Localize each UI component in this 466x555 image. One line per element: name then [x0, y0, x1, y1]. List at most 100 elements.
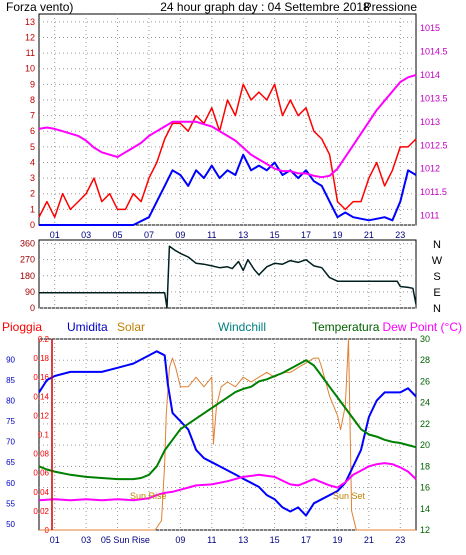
humidity-tick-label: 90: [6, 356, 15, 365]
wind-pressure-grid: [39, 14, 416, 226]
humidity-tick-label: 55: [6, 499, 15, 508]
x-tick-label: 05: [113, 230, 123, 240]
direction-tick-label: 90: [25, 287, 35, 297]
sunrise-annotation: Sun Rise: [130, 491, 167, 501]
temperature-tick-label: 14: [420, 504, 430, 514]
temperature-axis-ticks: 12 14 16 18 20 22 24 26 28 30: [420, 334, 430, 535]
x-tick-label: 19: [332, 230, 342, 240]
wind-force-tick-label: 3: [30, 173, 35, 183]
rain-tick-label: 0.2: [38, 335, 50, 344]
rain-tick-label: 0.16: [33, 373, 49, 382]
compass-label: N: [433, 303, 441, 315]
x-tick-label: 15: [270, 230, 280, 240]
x-tick-label: 15: [270, 535, 280, 545]
x-tick-label: 11: [207, 230, 216, 240]
wind-force-tick-label: 7: [30, 111, 35, 121]
x-tick-label: 19: [332, 535, 342, 545]
wind-force-tick-label: 9: [30, 79, 35, 89]
wind-force-tick-label: 1: [30, 204, 35, 214]
chart-title: 24 hour graph day : 04 Settembre 2018: [160, 0, 370, 14]
wind-force-tick-label: 4: [30, 157, 35, 167]
x-tick-label: 09: [175, 535, 185, 545]
environment-x-axis-ticks: 01 03 05 Sun Rise 09 11 13 15 17 19 21 23: [50, 535, 406, 545]
wind-force-tick-label: 12: [25, 32, 35, 42]
x-tick-label: 17: [301, 535, 311, 545]
wind-force-tick-label: 0: [30, 220, 35, 230]
pressure-label: Pressione: [364, 0, 418, 14]
wind-force-tick-label: 6: [30, 126, 35, 136]
x-tick-label: 07: [144, 230, 154, 240]
wind-force-label: Forza vento): [6, 0, 73, 14]
x-tick-label: 03: [81, 230, 91, 240]
x-tick-label: 21: [364, 230, 374, 240]
wind-pressure-x-axis-ticks: 01 03 05 07 09 11 13 15 17 19 21 23: [50, 230, 406, 240]
x-tick-label: 11: [207, 535, 216, 545]
rain-tick-label: 0.06: [33, 469, 49, 478]
wind-direction-series: [39, 245, 417, 309]
wind-force-tick-label: 13: [25, 17, 35, 27]
pressure-tick-label: 1015: [420, 23, 440, 33]
rain-tick-label: 0.12: [33, 411, 49, 420]
pressure-tick-label: 1012: [420, 164, 440, 174]
compass-label: W: [432, 255, 443, 267]
pressure-tick-label: 1013: [420, 117, 440, 127]
direction-tick-label: 0: [30, 303, 35, 313]
x-tick-label: 17: [301, 230, 311, 240]
rain-tick-label: 0.1: [38, 431, 50, 440]
wind-force-tick-label: 2: [30, 189, 35, 199]
x-tick-label: 03: [81, 535, 91, 545]
wind-gust-line: [38, 83, 417, 218]
dewpoint-line: [38, 462, 417, 502]
dewpoint-label: Dew Point (°C): [383, 320, 462, 334]
wind-direction-plot-area: [38, 239, 417, 309]
x-tick-label: 21: [364, 535, 374, 545]
environment-grid: [39, 338, 416, 531]
rain-tick-label: 0.08: [33, 450, 49, 459]
wind-direction-line: [39, 245, 417, 309]
humidity-label: Umidita: [67, 320, 108, 334]
temperature-tick-label: 28: [420, 355, 430, 365]
pressure-tick-label: 1014.5: [420, 47, 448, 57]
humidity-line: [38, 350, 417, 517]
wind-force-tick-label: 10: [25, 64, 35, 74]
temperature-tick-label: 18: [420, 461, 430, 471]
x-tick-label: 23: [395, 230, 405, 240]
rain-tick-label: 0.14: [33, 392, 49, 401]
pressure-tick-label: 1012.5: [420, 140, 448, 150]
humidity-tick-label: 75: [6, 417, 15, 426]
wind-force-tick-label: 11: [26, 48, 35, 58]
temperature-tick-label: 30: [420, 334, 430, 344]
direction-tick-label: 360: [20, 239, 35, 249]
compass-label: N: [433, 239, 441, 251]
wind-pressure-series: [38, 74, 417, 226]
pressure-axis-ticks: 1011 1011.5 1012 1012.5 1013 1013.5 1014 1014.5…: [420, 23, 448, 221]
temperature-label: Temperatura: [312, 320, 380, 334]
direction-tick-label: 270: [20, 255, 35, 265]
wind-pressure-plot-area: [38, 13, 417, 226]
temperature-line: [38, 359, 417, 481]
humidity-tick-label: 85: [6, 376, 15, 385]
solar-label: Solar: [117, 320, 145, 334]
x-tick-label: 13: [238, 230, 248, 240]
windchill-label: Windchill: [218, 320, 266, 334]
rain-label: Pioggia: [2, 320, 42, 334]
humidity-tick-label: 65: [6, 458, 15, 467]
pressure-tick-label: 1011: [420, 211, 439, 221]
pressure-tick-label: 1011.5: [420, 187, 447, 197]
wind-direction-axis-ticks: 0 90 180 270 360: [20, 239, 35, 313]
temperature-tick-label: 26: [420, 376, 430, 386]
pressure-tick-label: 1014: [420, 70, 440, 80]
temperature-tick-label: 16: [420, 483, 430, 493]
x-tick-label: 09: [175, 230, 185, 240]
rain-tick-label: 0.02: [33, 507, 49, 516]
x-tick-label: 13: [238, 535, 248, 545]
humidity-tick-label: 50: [6, 520, 15, 529]
rain-tick-label: 0.18: [33, 354, 49, 363]
x-tick-label: 23: [395, 535, 405, 545]
rain-axis-ticks: 00.020.040.060.080.10.120.140.160.180.2: [33, 335, 49, 535]
humidity-axis-ticks: 50 55 60 65 70 75 80 85 90: [6, 356, 15, 529]
compass-label: S: [433, 271, 440, 283]
humidity-tick-label: 60: [6, 479, 15, 488]
